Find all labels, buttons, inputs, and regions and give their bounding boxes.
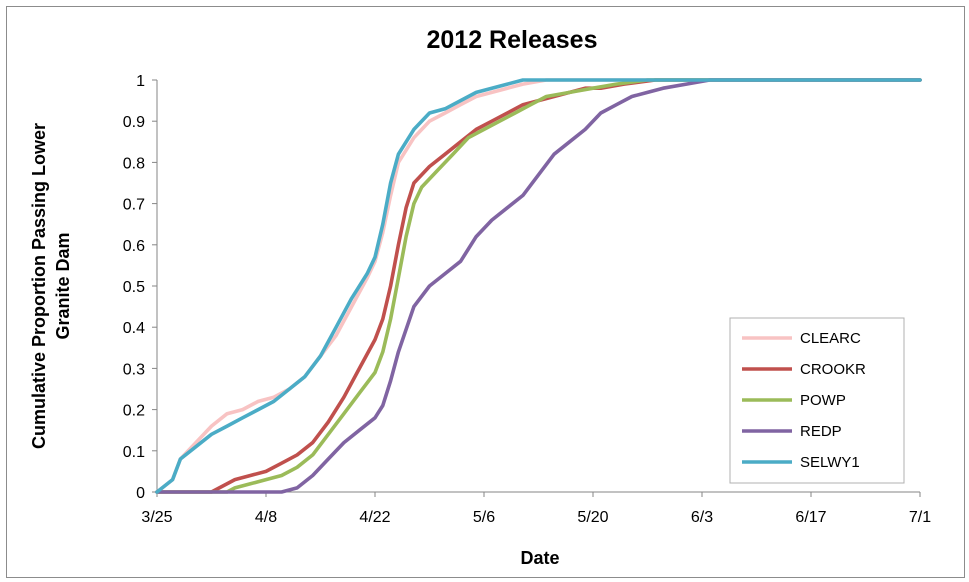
legend-label: SELWY1 — [800, 454, 860, 471]
y-tick-label: 0.5 — [123, 279, 145, 296]
chart-title: 2012 Releases — [427, 26, 598, 54]
series-lines — [155, 78, 922, 494]
y-axis-label: Cumulative Proportion Passing Lower Gran… — [29, 123, 73, 449]
legend: CLEARC CROOKR POWP REDP SELWY1 — [729, 317, 905, 484]
y-tick-label: 0.8 — [123, 155, 145, 172]
legend-label: CROOKR — [800, 361, 866, 378]
y-tick-label: 0.7 — [123, 197, 145, 214]
x-tick-label: 5/20 — [577, 509, 608, 526]
y-axis-ticks: 0 0.1 0.2 0.3 0.4 0.5 0.6 0.7 0.8 0.9 1 — [123, 73, 157, 502]
series-line-clearc — [155, 78, 922, 494]
x-axis-label: Date — [520, 548, 559, 568]
y-tick-label: 0 — [136, 485, 145, 502]
y-tick-label: 0.2 — [123, 403, 145, 420]
x-tick-label: 5/6 — [473, 509, 495, 526]
y-tick-label: 0.1 — [123, 444, 145, 461]
x-tick-label: 4/8 — [255, 509, 277, 526]
legend-label: CLEARC — [800, 330, 861, 347]
x-tick-label: 6/3 — [691, 509, 713, 526]
y-axis-label-line-2: Granite Dam — [53, 232, 73, 339]
series-line-powp — [155, 78, 922, 494]
y-tick-label: 0.4 — [123, 320, 145, 337]
x-tick-label: 7/1 — [909, 509, 931, 526]
x-axis-ticks: 3/25 4/8 4/22 5/6 5/20 6/3 6/17 7/1 — [141, 492, 931, 526]
y-axis-label-line-1: Cumulative Proportion Passing Lower — [29, 123, 49, 449]
x-tick-label: 4/22 — [359, 509, 390, 526]
y-tick-label: 0.3 — [123, 361, 145, 378]
y-tick-label: 1 — [136, 73, 145, 90]
x-tick-label: 6/17 — [795, 509, 826, 526]
legend-label: POWP — [800, 392, 846, 409]
series-line-redp — [155, 78, 922, 494]
y-tick-label: 0.6 — [123, 238, 145, 255]
series-line-selwy1 — [155, 78, 922, 494]
legend-label: REDP — [800, 423, 842, 440]
y-tick-label: 0.9 — [123, 114, 145, 131]
x-tick-label: 3/25 — [141, 509, 172, 526]
